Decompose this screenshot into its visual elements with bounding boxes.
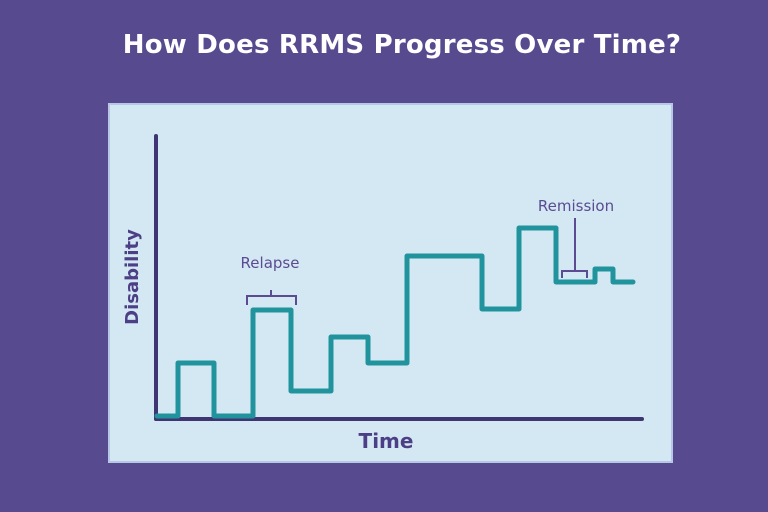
x-axis-label: Time bbox=[359, 429, 414, 453]
remission-label: Remission bbox=[538, 197, 614, 215]
y-axis-label: Disability bbox=[122, 229, 143, 325]
relapse-bracket bbox=[246, 295, 297, 305]
page-title: How Does RRMS Progress Over Time? bbox=[122, 30, 682, 60]
progression-line bbox=[154, 225, 636, 419]
relapse-label: Relapse bbox=[241, 254, 300, 272]
remission-bracket bbox=[561, 270, 588, 278]
